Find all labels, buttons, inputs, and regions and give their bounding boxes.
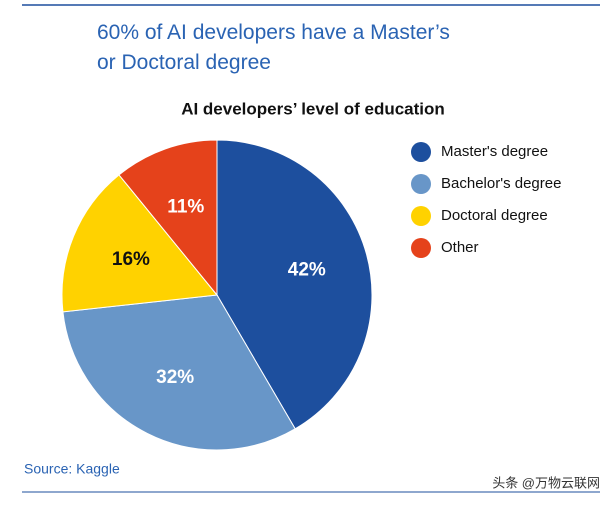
chart-subtitle: AI developers’ level of education — [181, 99, 445, 118]
chart-title: 60% of AI developers have a Master’s or D… — [97, 21, 450, 74]
legend-swatch — [411, 142, 431, 162]
pie-slice — [118, 139, 218, 297]
data-label: 42% — [288, 260, 326, 281]
pie-slice — [61, 174, 218, 313]
legend-swatch — [411, 238, 431, 258]
legend-label: Other — [441, 239, 479, 256]
pie-slice — [62, 294, 296, 451]
data-label: 16% — [112, 249, 150, 270]
legend-label: Master's degree — [441, 143, 548, 160]
legend-swatch — [411, 206, 431, 226]
legend-label: Doctoral degree — [441, 207, 548, 224]
watermark: 头条 @万物云联网 — [492, 475, 600, 490]
source: Source: Kaggle — [24, 461, 120, 477]
data-label: 32% — [156, 367, 194, 388]
legend-label: Bachelor's degree — [441, 175, 561, 192]
pie-slice — [216, 139, 373, 430]
data-label: 11% — [167, 196, 204, 217]
legend-swatch — [411, 174, 431, 194]
